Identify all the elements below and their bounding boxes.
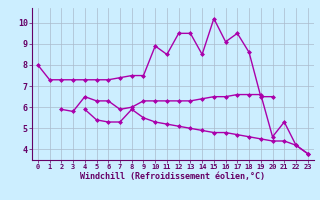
X-axis label: Windchill (Refroidissement éolien,°C): Windchill (Refroidissement éolien,°C)	[80, 172, 265, 181]
